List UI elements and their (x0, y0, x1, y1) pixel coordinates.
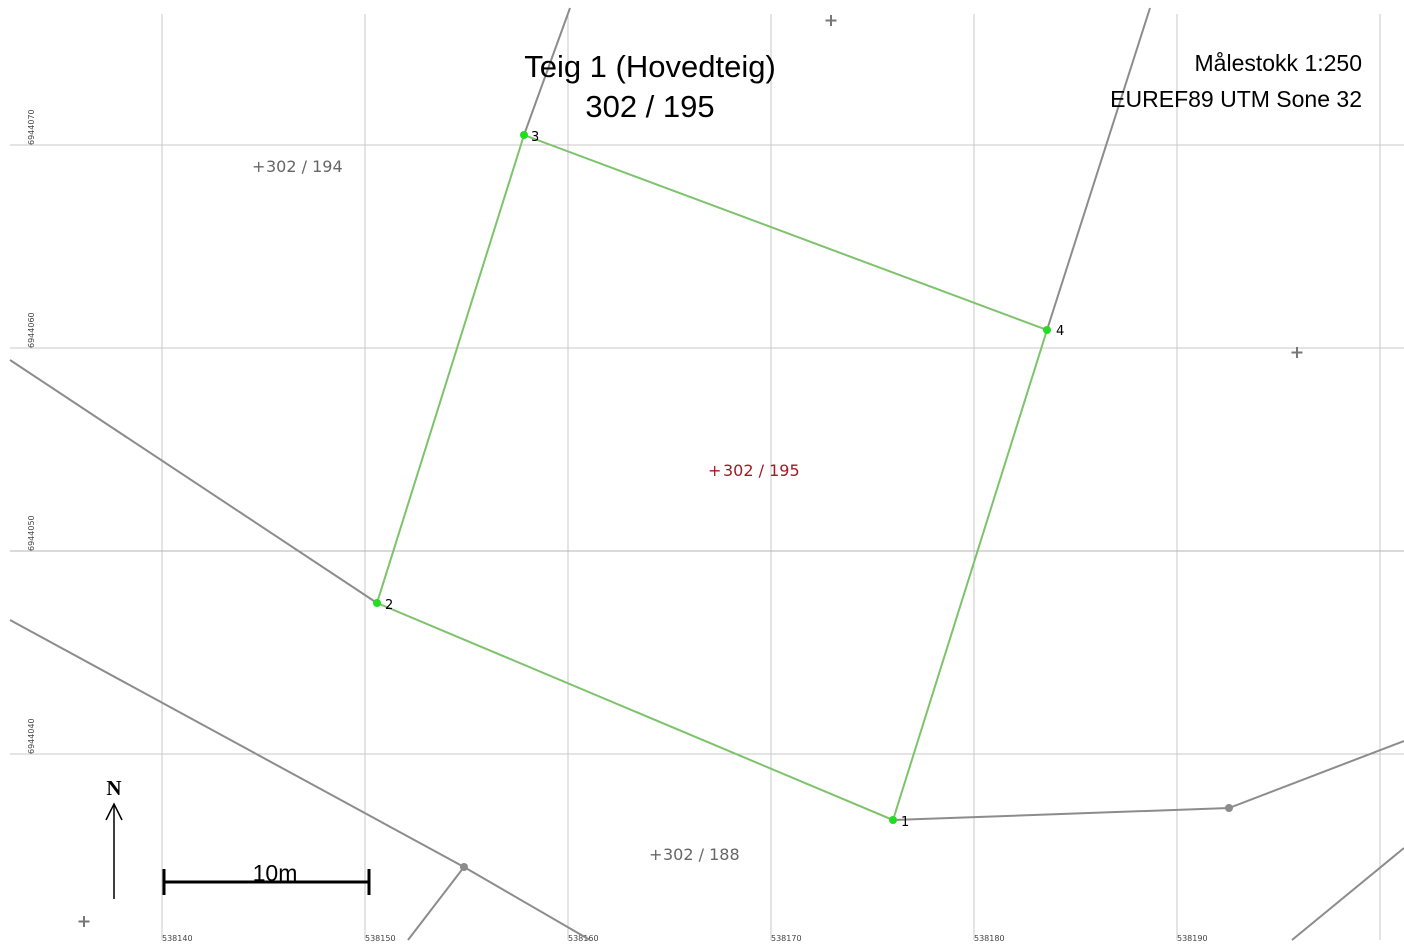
parcel-label-195-marker: + (708, 461, 721, 480)
map-info-block: Målestokk 1:250 EUREF89 UTM Sone 32 (1110, 45, 1362, 117)
grid-y-label: 6944060 (27, 312, 36, 348)
north-label: N (106, 776, 121, 800)
scale-bar (162, 869, 371, 895)
neighbor-boundary-line (9, 619, 465, 868)
neighbor-boundaries (9, 7, 1404, 941)
parcel-label-188-marker: + (649, 845, 662, 864)
parcel-label-194-marker: + (252, 157, 265, 176)
parcel-vertex-4 (1043, 326, 1051, 334)
vertex-labels: 1 2 3 4 (385, 130, 1064, 830)
parcel-labels: + 302 / 194 + 302 / 195 + 302 / 188 (252, 157, 800, 864)
parcel-label-195: 302 / 195 (723, 461, 800, 480)
grid-y-label: 6944070 (27, 109, 36, 145)
vertex-label-2: 2 (385, 598, 393, 613)
grid-x-label: 538150 (365, 934, 396, 943)
parcel-vertices (373, 131, 1051, 824)
grid-x-label: 538190 (1177, 934, 1208, 943)
neighbor-boundary-line (1046, 7, 1151, 331)
vertex-label-1: 1 (901, 815, 909, 830)
grid-x-labels: 538140 538150 538160 538170 538180 53819… (162, 934, 1208, 943)
grid-x-label: 538140 (162, 934, 193, 943)
grid-x-label: 538160 (568, 934, 599, 943)
neighbor-boundary-line (407, 866, 465, 941)
parcel-vertex-3 (520, 131, 528, 139)
grid-y-label: 6944050 (27, 515, 36, 551)
centroid-marker (1291, 347, 1303, 358)
centroid-marker (825, 15, 837, 26)
parcel-label-188: 302 / 188 (663, 845, 740, 864)
neighbor-vertex (1225, 804, 1233, 812)
neighbor-boundary-line (463, 866, 591, 941)
grid-y-label: 6944040 (27, 718, 36, 754)
north-arrow-head (105, 802, 123, 821)
map-title-block: Teig 1 (Hovedteig) 302 / 195 (450, 47, 850, 127)
north-arrow: N (105, 776, 123, 899)
map-subtitle: 302 / 195 (585, 89, 715, 124)
parcel-label-194: 302 / 194 (266, 157, 343, 176)
centroid-markers (78, 15, 1303, 927)
map-title: Teig 1 (Hovedteig) (524, 49, 776, 84)
neighbor-boundary-line (1291, 847, 1404, 941)
grid-x-label: 538170 (771, 934, 802, 943)
neighbor-boundary-line (9, 359, 378, 604)
vertex-label-4: 4 (1056, 324, 1064, 339)
parcel-vertex-2 (373, 599, 381, 607)
centroid-marker (78, 916, 90, 927)
coordinate-grid (10, 14, 1404, 940)
map-crs-text: EUREF89 UTM Sone 32 (1110, 86, 1362, 112)
map-scale-text: Målestokk 1:250 (1194, 50, 1362, 76)
scale-bar-label: 10m (253, 860, 298, 886)
neighbor-vertex (460, 863, 468, 871)
parcel-vertex-1 (889, 816, 897, 824)
grid-y-labels: 6944070 6944060 6944050 6944040 (27, 109, 36, 754)
vertex-label-3: 3 (531, 130, 539, 145)
grid-x-label: 538180 (974, 934, 1005, 943)
neighbor-boundary-line (523, 7, 571, 136)
neighbor-boundary-line (892, 740, 1404, 821)
